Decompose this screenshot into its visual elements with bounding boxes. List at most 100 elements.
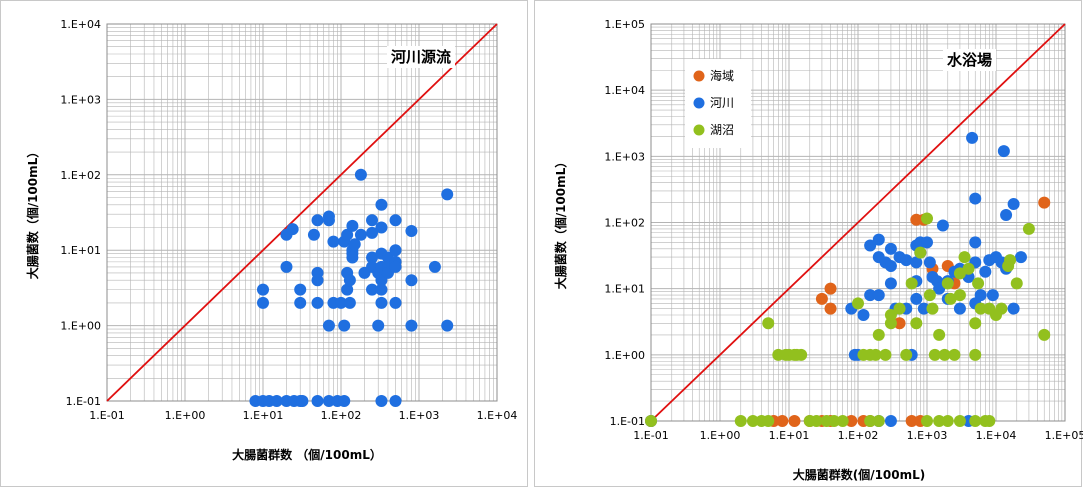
data-point: [953, 415, 966, 427]
data-point: [1038, 196, 1051, 209]
gridlines: [106, 24, 497, 402]
data-point: [995, 302, 1008, 315]
legend-label: 海域: [710, 68, 734, 83]
legend-marker: [693, 70, 705, 82]
data-point: [257, 283, 269, 296]
x-tick-label: 1.E+05: [1045, 429, 1083, 442]
y-tick-label: 1.E+02: [60, 169, 101, 182]
chart-title-background: [943, 49, 997, 71]
x-tick-label: 1.E+01: [243, 409, 284, 422]
data-point: [645, 415, 657, 427]
data-point: [941, 277, 954, 290]
x-axis-title: 大腸菌群数 （個/100mL）: [232, 447, 382, 462]
data-point: [346, 219, 359, 232]
data-point: [389, 296, 402, 309]
data-point: [864, 415, 877, 427]
data-point: [864, 239, 877, 252]
data-point: [983, 415, 996, 427]
data-point: [810, 415, 823, 427]
y-tick-label: 1.E+05: [604, 18, 645, 31]
data-point: [341, 228, 354, 241]
data-point: [969, 192, 982, 205]
data-point: [327, 235, 340, 248]
data-point: [914, 246, 927, 259]
y-tick-label: 1.E+00: [60, 320, 101, 333]
data-point: [1004, 254, 1017, 267]
data-point: [762, 415, 775, 427]
data-point: [905, 415, 918, 427]
data-point: [884, 277, 897, 290]
data-point: [962, 262, 975, 275]
data-point: [322, 319, 335, 332]
data-point: [869, 348, 882, 361]
data-point: [366, 214, 379, 227]
y-tick-label: 1.E+02: [604, 217, 645, 230]
data-point: [857, 308, 870, 321]
legend-label: 湖沼: [710, 122, 734, 137]
data-point: [257, 296, 269, 309]
data-point: [910, 256, 923, 269]
data-point: [366, 251, 379, 264]
y-tick-label: 1.E+01: [604, 283, 645, 296]
data-point: [986, 289, 999, 302]
data-point: [864, 289, 877, 302]
data-point: [969, 415, 982, 427]
data-point: [884, 308, 897, 321]
data-point: [280, 260, 293, 273]
data-point: [872, 328, 885, 341]
data-point: [372, 319, 385, 332]
data-point: [953, 302, 966, 315]
data-point: [872, 233, 885, 246]
data-point: [997, 145, 1010, 158]
x-tick-label: 1.E+02: [321, 409, 362, 422]
data-point: [944, 292, 957, 305]
data-point: [884, 415, 897, 427]
data-point: [762, 317, 775, 330]
data-point: [884, 242, 897, 255]
data-point: [966, 131, 979, 144]
data-point: [845, 415, 858, 427]
y-tick-label: 1.E+01: [60, 244, 101, 257]
data-point: [375, 395, 388, 407]
data-point: [974, 302, 987, 315]
data-point: [900, 348, 913, 361]
data-point: [795, 348, 808, 361]
reference-line-y-equals-x: [106, 23, 498, 402]
data-point: [884, 260, 897, 273]
data-point: [389, 214, 402, 227]
data-point: [405, 224, 418, 237]
chart-panel-left: 1.E-01 1.E+00 1.E+01 1.E+02 1.E+03 1.E+04 1.E-…: [0, 0, 528, 487]
data-point: [375, 296, 388, 309]
data-point: [872, 289, 885, 302]
legend-label: 河川: [710, 96, 734, 110]
data-point: [824, 282, 837, 295]
data-point: [354, 228, 367, 241]
legend-marker: [693, 124, 705, 136]
data-point: [969, 348, 982, 361]
data-point: [366, 283, 379, 296]
data-point: [1000, 208, 1013, 221]
data-point: [286, 223, 299, 236]
y-tick-label: 1.E+04: [604, 84, 645, 97]
data-point: [1010, 277, 1023, 290]
data-point: [375, 283, 388, 296]
data-point: [405, 274, 418, 287]
data-point: [936, 219, 949, 232]
y-tick-label: 1.E-01: [66, 395, 101, 408]
x-tick-label: 1.E+00: [700, 429, 741, 442]
data-point: [969, 236, 982, 249]
data-point: [441, 188, 454, 201]
data-point: [852, 297, 864, 310]
data-point: [953, 289, 966, 302]
data-point: [1022, 222, 1035, 235]
data-point: [307, 228, 320, 241]
data-point: [905, 277, 918, 290]
y-axis-title: 大腸菌数（個/100mL）: [25, 146, 40, 280]
data-point: [928, 348, 941, 361]
data-point: [311, 395, 324, 407]
data-point: [341, 283, 354, 296]
data-point: [441, 319, 454, 332]
data-point: [375, 198, 388, 211]
y-tick-label: 1.E+04: [60, 18, 101, 31]
